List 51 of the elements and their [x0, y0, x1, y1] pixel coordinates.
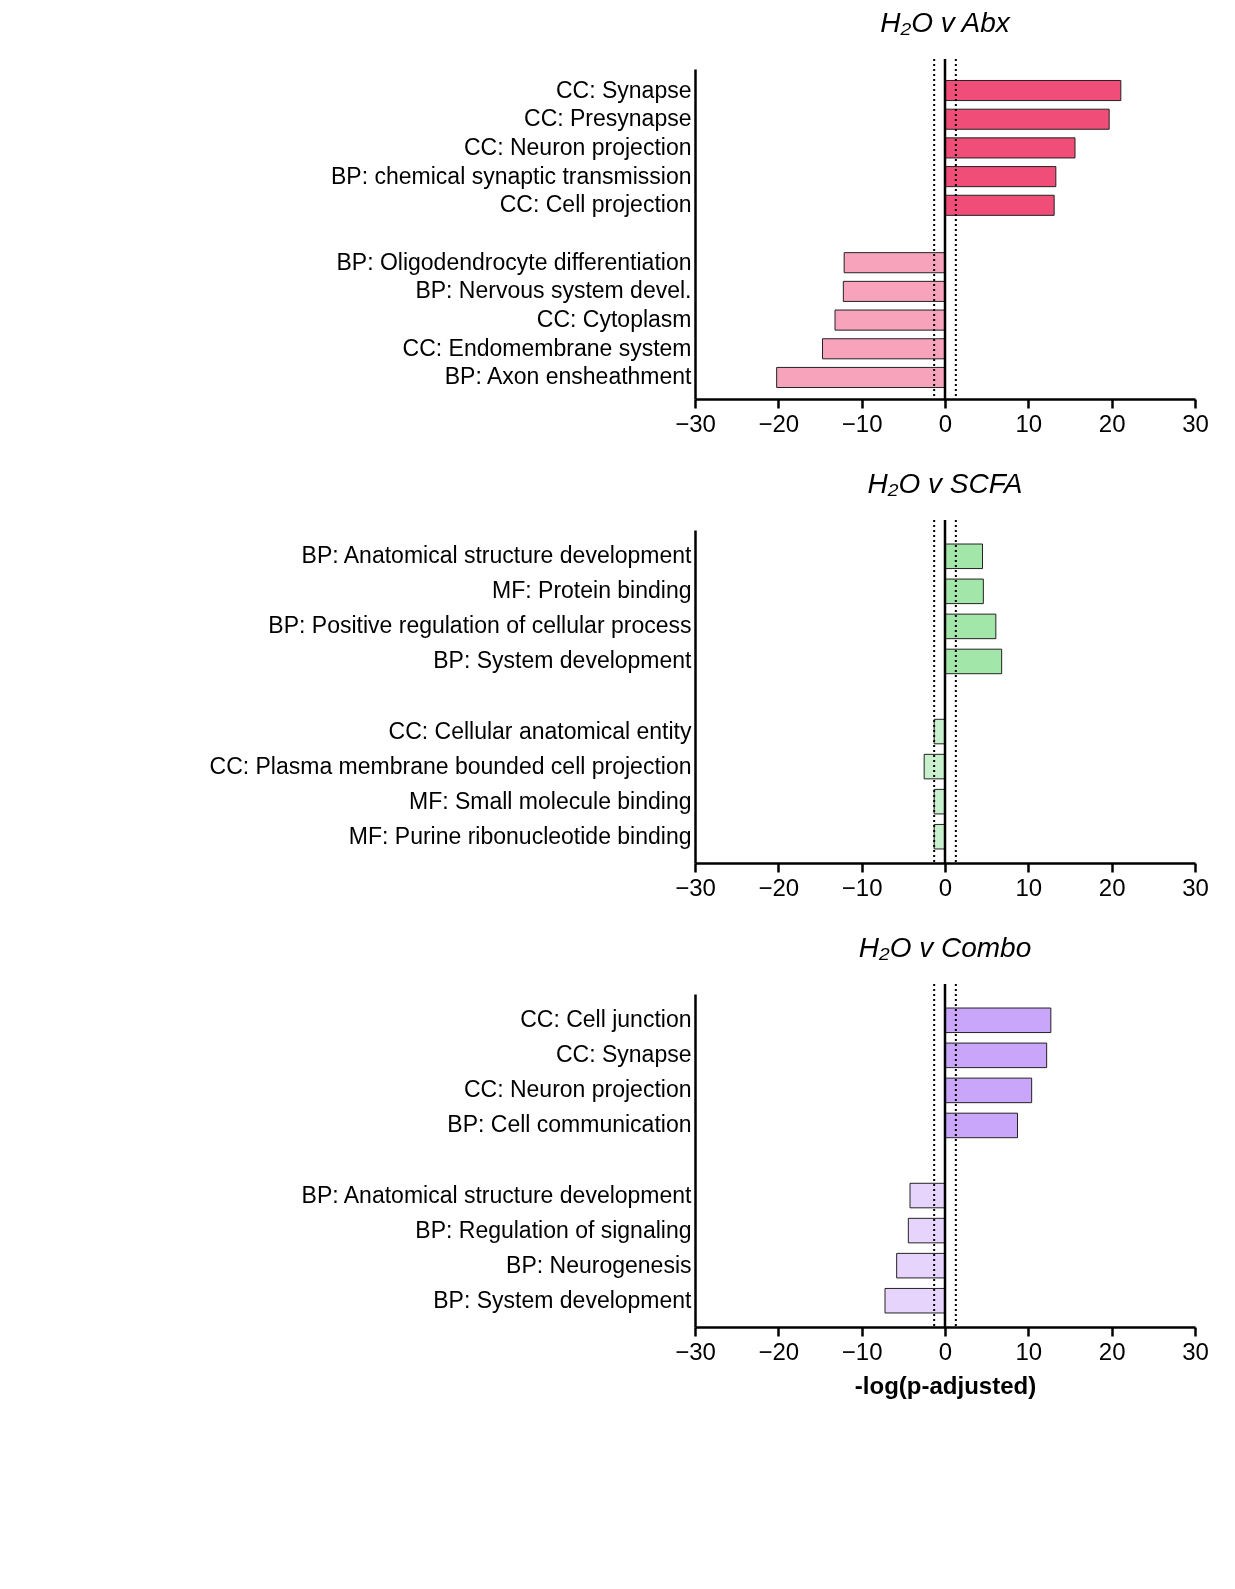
y-tick-label: BP: Cell communication: [447, 1111, 692, 1138]
x-tick-label: 30: [1182, 1337, 1209, 1365]
y-tick-label: CC: Plasma membrane bounded cell projection: [209, 752, 692, 779]
x-tick-label: 20: [1098, 1337, 1126, 1365]
y-tick-label: BP: Neurogenesis: [506, 1251, 692, 1278]
x-tick-label: −20: [758, 409, 800, 437]
x-tick-label: −10: [841, 1337, 883, 1365]
y-tick-label: CC: Cell junction: [520, 1006, 692, 1033]
x-tick-label: −10: [841, 873, 883, 901]
x-tick-label: −30: [675, 1337, 716, 1365]
x-tick-label: 30: [1182, 409, 1209, 437]
x-tick-label: 30: [1182, 873, 1209, 901]
x-tick-label: 20: [1098, 873, 1126, 901]
y-tick-label: MF: Protein binding: [492, 577, 692, 604]
chart-title: H₂O v Combo: [858, 931, 1032, 963]
y-tick-label: BP: chemical synaptic transmission: [331, 162, 692, 189]
x-tick-label: −30: [675, 873, 716, 901]
y-tick-label: BP: System development: [433, 647, 693, 674]
x-tick-label: 0: [938, 1337, 953, 1365]
x-tick-label: 10: [1015, 409, 1043, 437]
y-tick-label: BP: Axon ensheathment: [444, 363, 693, 390]
x-tick-label: 0: [938, 873, 953, 901]
y-tick-label: BP: Positive regulation of cellular process: [268, 612, 692, 639]
x-tick-label: −30: [675, 409, 716, 437]
chart-title: H₂O v SCFA: [867, 467, 1023, 499]
y-tick-label: CC: Cellular anatomical entity: [388, 717, 692, 744]
y-tick-label: BP: Nervous system devel.: [415, 277, 692, 304]
y-tick-label: BP: Anatomical structure development: [301, 1181, 693, 1208]
y-tick-label: CC: Cytoplasm: [536, 306, 692, 333]
y-tick-label: CC: Synapse: [555, 76, 692, 103]
x-tick-label: −10: [841, 409, 883, 437]
x-tick-label: −20: [758, 1337, 800, 1365]
y-tick-label: CC: Presynapse: [524, 105, 692, 132]
y-tick-label: CC: Endomembrane system: [402, 334, 692, 361]
y-tick-label: CC: Neuron projection: [463, 133, 692, 160]
y-tick-label: BP: System development: [433, 1286, 693, 1313]
y-tick-label: CC: Cell projection: [499, 191, 692, 218]
y-tick-label: MF: Purine ribonucleotide binding: [348, 822, 692, 849]
y-tick-label: BP: Oligodendrocyte differentiation: [336, 248, 692, 275]
x-tick-label: 10: [1015, 1337, 1043, 1365]
x-tick-label: 20: [1098, 409, 1126, 437]
x-tick-label: 0: [938, 409, 953, 437]
x-tick-label: 10: [1015, 873, 1043, 901]
y-tick-label: MF: Small molecule binding: [408, 787, 692, 814]
y-tick-label: CC: Synapse: [555, 1041, 692, 1068]
y-tick-label: BP: Anatomical structure development: [301, 542, 693, 569]
x-axis-title: -log(p-adjusted): [854, 1371, 1037, 1399]
y-tick-label: BP: Regulation of signaling: [415, 1216, 692, 1243]
x-tick-label: −20: [758, 873, 800, 901]
y-tick-label: CC: Neuron projection: [463, 1076, 692, 1103]
chart-title: H₂O v Abx: [880, 6, 1011, 38]
